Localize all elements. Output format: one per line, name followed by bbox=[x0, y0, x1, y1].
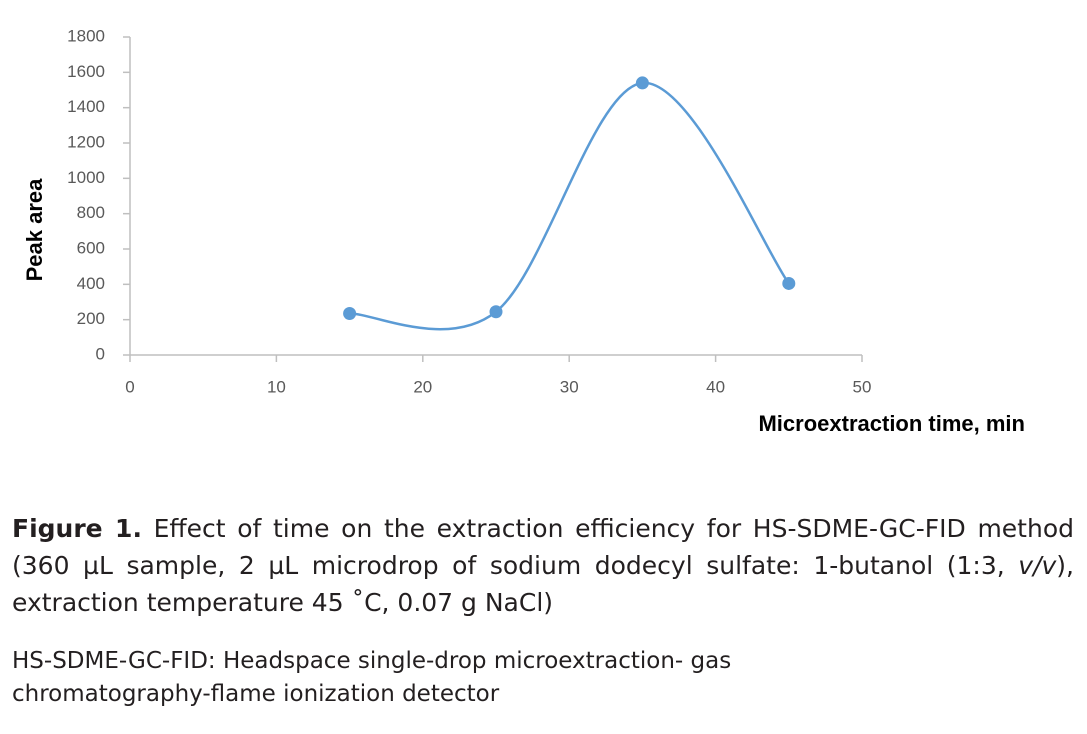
x-tick-label: 0 bbox=[125, 377, 134, 396]
chart: Microextraction time, min Peak area 0200… bbox=[22, 26, 1025, 436]
y-tick-label: 200 bbox=[77, 309, 105, 328]
y-tick-label: 1400 bbox=[67, 97, 105, 116]
caption-text: ), extraction temperature 45 ˚C, 0.07 g … bbox=[12, 551, 1074, 617]
line bbox=[349, 81, 790, 331]
caption: Figure 1. Effect of time on the extracti… bbox=[12, 510, 1074, 621]
caption-text: Effect of time on the extraction efficie… bbox=[12, 514, 1074, 580]
x-tick-label: 20 bbox=[413, 377, 432, 396]
y-tick-label: 0 bbox=[96, 344, 105, 363]
y-tick-label: 400 bbox=[77, 274, 105, 293]
y-tick-label: 1800 bbox=[67, 26, 105, 45]
y-tick-label: 800 bbox=[77, 203, 105, 222]
y-tick-label: 1200 bbox=[67, 132, 105, 151]
x-tick-label: 10 bbox=[267, 377, 286, 396]
figure-label: Figure 1. bbox=[12, 514, 142, 543]
caption-italic: v/v bbox=[1018, 551, 1057, 580]
marker bbox=[343, 306, 357, 320]
y-tick-label: 1600 bbox=[67, 62, 105, 81]
marker bbox=[635, 76, 649, 90]
y-axis-title: Peak area bbox=[22, 178, 47, 282]
x-tick-label: 50 bbox=[853, 377, 872, 396]
x-tick-label: 40 bbox=[706, 377, 725, 396]
marker bbox=[782, 276, 796, 290]
x-tick-label: 30 bbox=[560, 377, 579, 396]
footnote: HS-SDME-GC-FID: Headspace single-drop mi… bbox=[12, 648, 732, 707]
marker bbox=[489, 305, 503, 319]
y-tick-label: 600 bbox=[77, 238, 105, 257]
x-axis-title: Microextraction time, min bbox=[758, 411, 1025, 436]
y-tick-label: 1000 bbox=[67, 168, 105, 187]
